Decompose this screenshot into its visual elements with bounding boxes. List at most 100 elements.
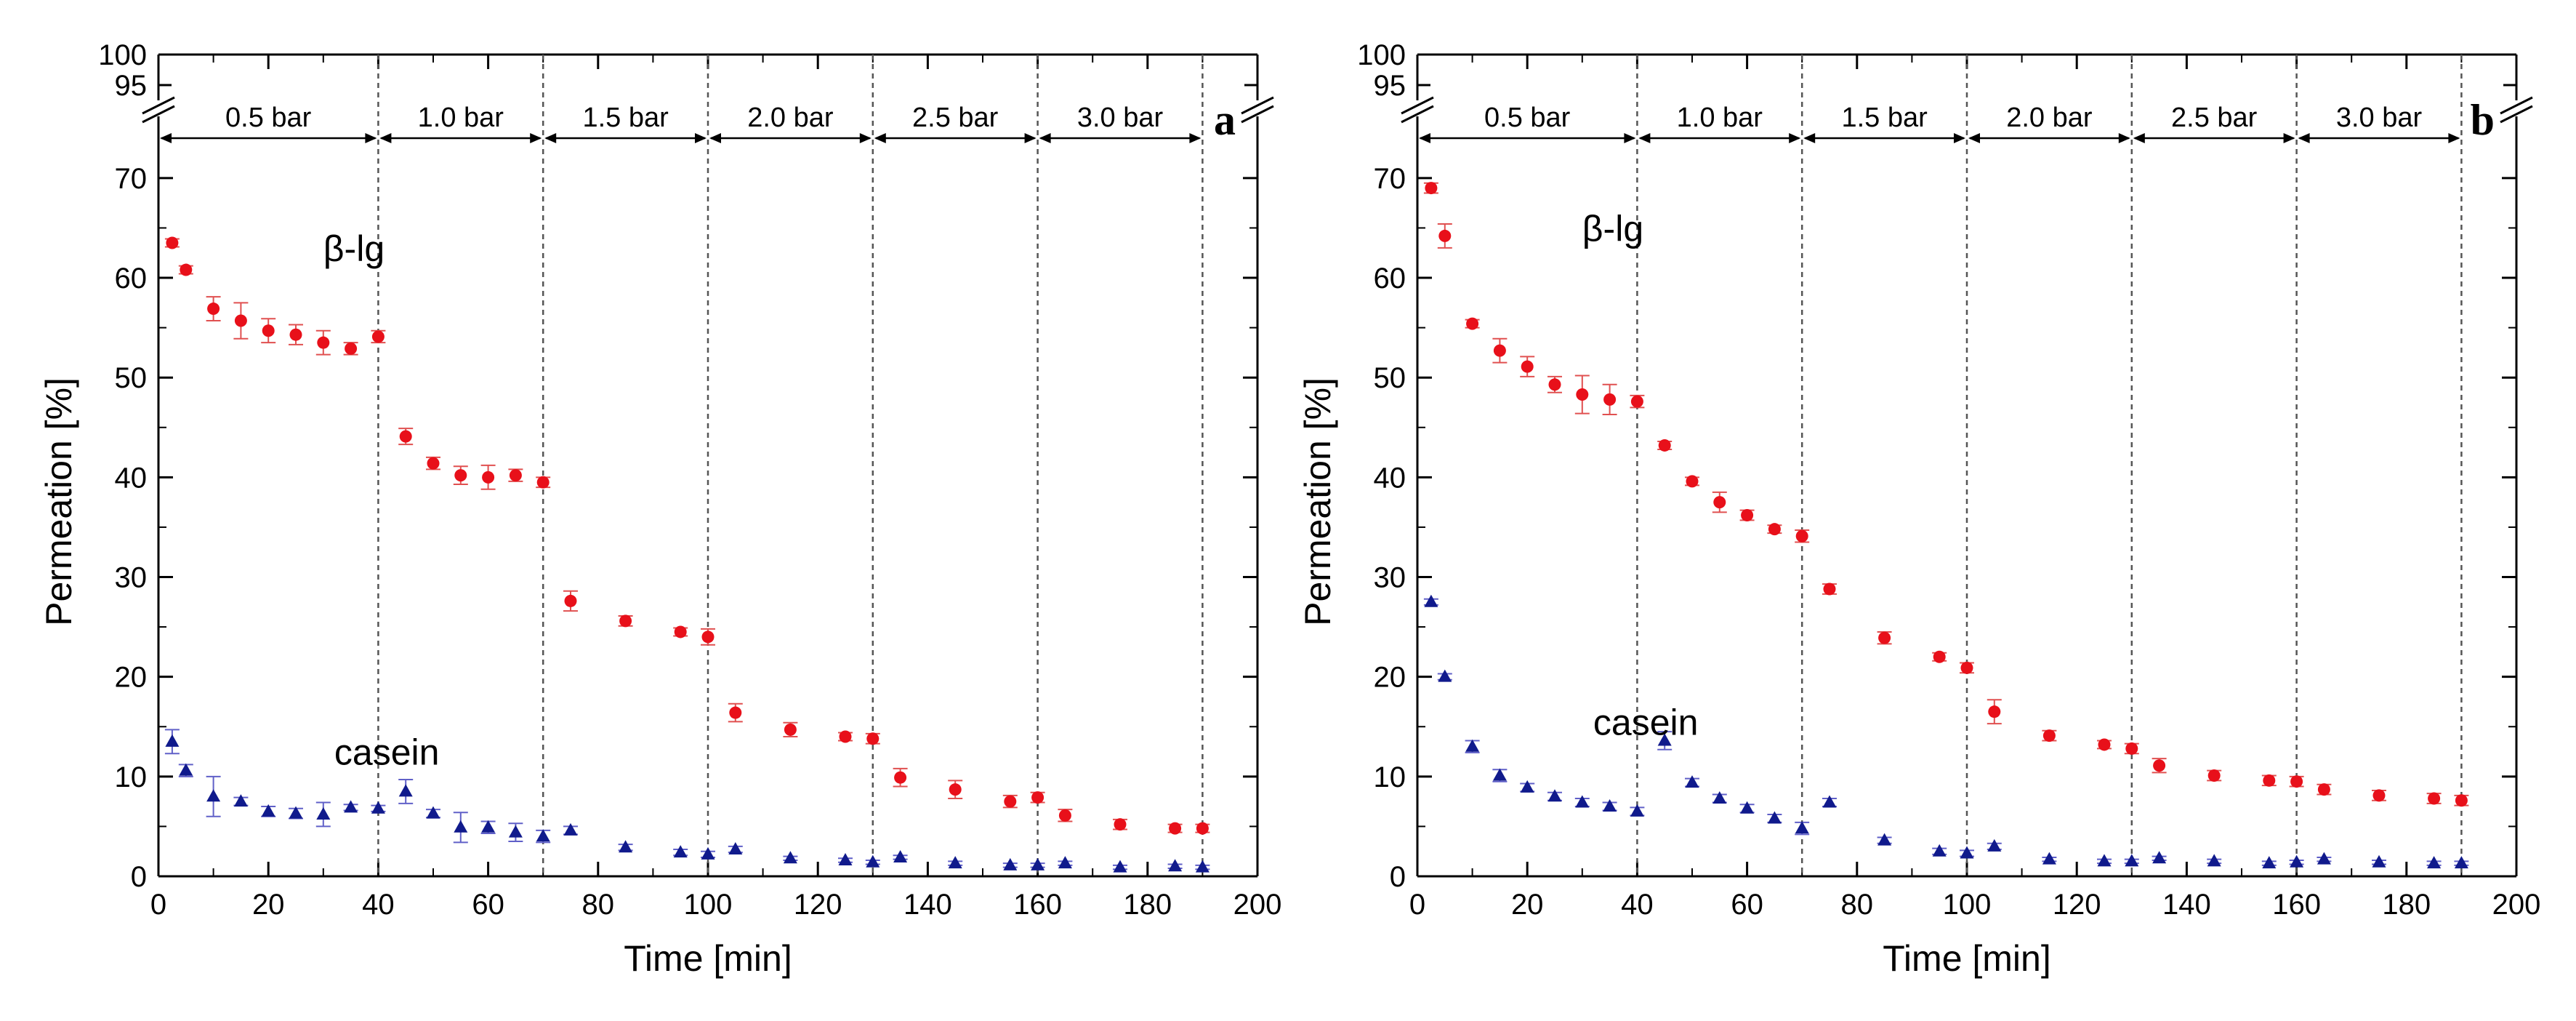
beta-lg-point [1004,795,1017,808]
bracket-arrow-right [1024,133,1037,143]
beta-lg-point [1630,395,1643,408]
pressure-label: 2.0 bar [747,103,834,133]
y-tick-label: 40 [1374,462,1406,494]
bracket-arrow-right [695,133,707,143]
pressure-label: 0.5 bar [1484,103,1571,133]
casein-point [1058,856,1072,869]
pressure-label: 2.5 bar [2171,103,2258,133]
beta-lg-point [345,342,358,355]
y-axis-title: Permeation [%] [1297,377,1338,626]
casein-point [1003,857,1018,870]
x-tick-label: 40 [1621,889,1654,921]
casein-point [1685,775,1699,788]
casein-point [1877,833,1892,846]
y-tick-label: 20 [115,662,148,694]
beta-lg-point [2317,783,2330,796]
bracket-arrow-right [2448,133,2460,143]
beta-lg-point [1768,523,1781,536]
axis-break-gap [1241,100,1273,116]
bracket-arrow-right [1189,133,1202,143]
x-tick-label: 160 [1013,889,1062,921]
axis-break-gap [1401,100,1433,116]
casein-point [233,794,248,807]
bracket-arrow-left [2298,133,2310,143]
y-tick-label: 0 [1390,861,1406,893]
pressure-label: 3.0 bar [1077,103,1164,133]
beta-lg-point [2455,794,2468,807]
casein-point [1195,860,1209,873]
bracket-arrow-right [1789,133,1801,143]
bracket-arrow-left [874,133,886,143]
beta-lg-point [1493,344,1506,357]
beta-lg-point [2125,742,2138,755]
casein-point [508,825,523,838]
beta-lg-point [1466,317,1479,330]
casein-point [1438,669,1452,682]
beta-lg-point [2098,738,2111,751]
beta-lg-point [482,471,495,484]
axis-break-mark [2500,105,2533,124]
y-axis-title: Permeation [%] [39,377,79,626]
y-tick-label: 60 [1374,263,1406,295]
beta-lg-point [949,783,962,796]
x-tick-label: 0 [1409,889,1425,921]
pressure-label: 2.5 bar [912,103,999,133]
pressure-label: 1.5 bar [582,103,669,133]
y-tick-label: 60 [115,263,148,295]
beta-lg-point [1933,650,1946,663]
axis-break-mark [1241,96,1274,115]
x-tick-label: 120 [2053,889,2101,921]
casein-point [2262,856,2277,869]
beta-lg-point [1058,809,1071,822]
x-axis-title: Time [min] [624,938,792,979]
casein-point [2152,851,2167,864]
beta-lg-point [2263,774,2276,787]
beta-lg-point [701,630,715,644]
beta-lg-point [1823,582,1836,596]
casein-point [2427,856,2442,869]
bracket-arrow-right [2118,133,2130,143]
casein-point [481,820,496,833]
y-tick-label: 10 [115,761,148,793]
casein-point [261,804,275,817]
pressure-label: 2.0 bar [2006,103,2093,133]
beta-lg-point [784,723,797,736]
casein-point [2454,856,2468,869]
casein-point [1547,789,1562,802]
y-tick-label: 30 [1374,562,1406,594]
x-tick-label: 100 [1943,889,1992,921]
x-tick-label: 140 [903,889,952,921]
pressure-label: 1.0 bar [1677,103,1763,133]
y-tick-label: 30 [115,562,148,594]
casein-point [1113,860,1127,873]
casein-point [2207,854,2221,867]
y-tick-label: 70 [115,163,148,195]
casein-point [866,854,880,868]
beta-lg-point [1960,661,1973,674]
casein-point [673,845,688,858]
casein-point [1795,821,1809,834]
beta-lg-point [399,430,412,443]
casein-point [289,806,303,819]
pressure-label: 1.0 bar [418,103,504,133]
casein-point [1630,804,1644,817]
x-tick-label: 60 [472,889,504,921]
x-tick-label: 180 [1123,889,1172,921]
x-tick-label: 200 [2492,889,2541,921]
casein-point [454,820,468,833]
beta-lg-point [2207,769,2221,782]
beta-lg-point [1795,529,1808,542]
casein-point [2290,854,2304,868]
beta-lg-point [262,324,275,337]
axis-break-mark [2500,96,2533,115]
y-tick-label: 70 [1374,163,1406,195]
beta-lg-point [1713,496,1726,509]
casein-point [619,840,633,853]
casein-point [1987,838,2002,852]
y-break-tick-label: 100 [98,39,147,71]
y-break-tick-label: 100 [1357,39,1406,71]
x-tick-label: 160 [2272,889,2321,921]
casein-point [2317,852,2331,865]
x-tick-label: 200 [1233,889,1282,921]
